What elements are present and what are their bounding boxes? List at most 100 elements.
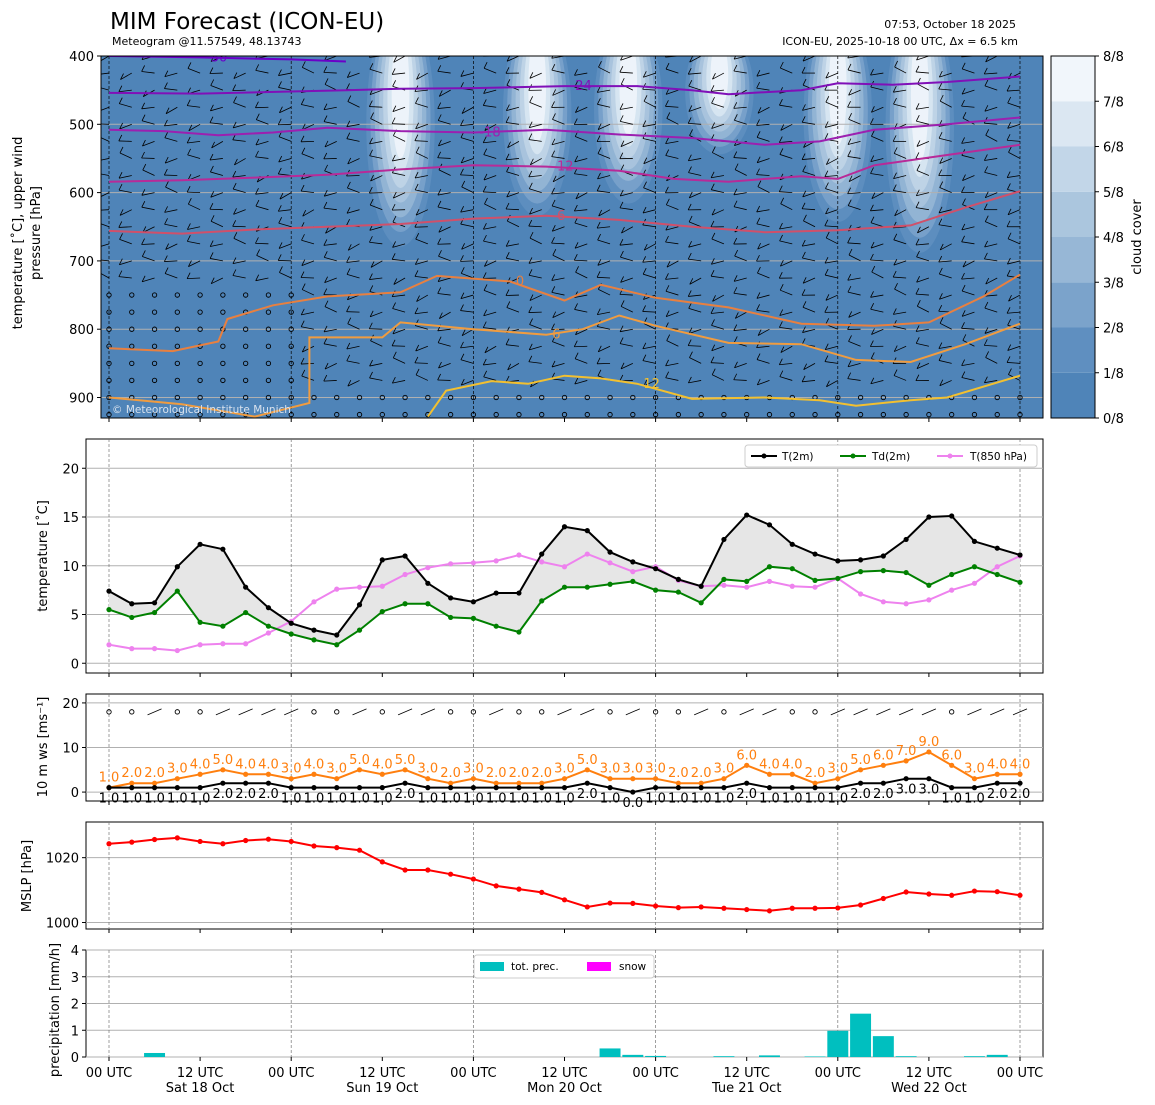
wind-barb	[756, 72, 770, 77]
wind-barb	[620, 192, 633, 197]
wind-barb	[984, 328, 998, 334]
wind-barb	[415, 260, 428, 265]
wind-barb	[393, 192, 406, 199]
wind-barb-flag	[710, 171, 715, 178]
t2m-point	[151, 600, 158, 606]
wind-barb-flag	[391, 68, 396, 75]
wind-barb-flag	[710, 220, 715, 228]
calm-wind-marker	[220, 343, 226, 349]
wind-barb-flag	[710, 85, 715, 92]
wind-barb	[346, 209, 360, 214]
wind-barb	[665, 155, 679, 159]
t2m-point	[356, 602, 363, 608]
t850-point	[197, 642, 203, 648]
wind-barb-flag	[164, 119, 168, 127]
wind-barb	[392, 308, 406, 313]
wind-barb-flag	[757, 329, 762, 336]
wind-barb	[278, 209, 292, 212]
calm-wind-marker	[106, 292, 112, 298]
wind-barb	[210, 258, 223, 262]
wind-barb-flag	[437, 114, 442, 121]
wind-barb-flag	[323, 288, 328, 295]
wind-barb-flag	[484, 260, 488, 267]
wind-barb-flag	[529, 158, 534, 165]
wind-barb-flag	[483, 370, 488, 378]
wind-barb-flag	[597, 49, 600, 55]
wind-barb	[165, 158, 178, 164]
wind-barb-flag	[938, 82, 943, 90]
wind-barb-flag	[277, 254, 282, 261]
wind-barb	[871, 328, 884, 335]
wind-barb	[984, 258, 998, 262]
mean-wind-point	[379, 785, 385, 791]
mslp-point	[425, 867, 431, 873]
wind-barb	[301, 104, 315, 108]
wind-barb	[141, 192, 155, 196]
wind-barb	[392, 328, 406, 335]
wind-barb	[552, 341, 565, 347]
wind-barb	[621, 226, 634, 234]
wind-barb-flag	[368, 100, 373, 107]
wind-barb	[871, 106, 884, 113]
t2m-point	[653, 566, 659, 572]
wind-barb-flag	[323, 239, 328, 246]
gust-value-label: 4.0	[372, 757, 393, 772]
wind-barb-flag	[939, 293, 943, 300]
wind-barb	[985, 277, 998, 285]
mslp-point	[766, 908, 773, 914]
wind-barb-flag	[505, 240, 510, 247]
td2m-point	[584, 584, 590, 590]
wind-barb	[871, 271, 884, 279]
wind-barb	[460, 72, 474, 77]
calm-wind-marker	[197, 411, 203, 418]
wind-barb	[803, 363, 816, 371]
wind-barb	[120, 72, 132, 80]
wind-barb	[711, 209, 725, 216]
wind-barb-flag	[848, 175, 853, 182]
wind-barb	[688, 221, 702, 228]
calm-wind-marker	[242, 377, 249, 384]
gust-value-label: 4.0	[258, 757, 279, 772]
wind-barb	[961, 241, 975, 245]
colorbar-swatch	[1051, 327, 1095, 373]
calm-wind-marker	[334, 394, 340, 401]
wind-barb-flag	[802, 78, 807, 86]
wind-barb-flag	[164, 70, 169, 77]
wind-barb	[370, 340, 383, 347]
wind-barb	[574, 309, 588, 313]
wind-barb-flag	[870, 241, 875, 249]
wind-barb	[710, 275, 724, 279]
wind-barb	[460, 209, 474, 213]
calm-wind-marker	[675, 411, 682, 418]
isotherm-line	[108, 273, 1021, 353]
wind-barb	[489, 708, 504, 716]
calm-wind-marker	[288, 360, 294, 367]
gust-value-label: 4.0	[782, 757, 803, 772]
wind-barb	[665, 68, 679, 74]
wind-barb-flag	[438, 90, 443, 97]
wind-barb-flag	[279, 106, 283, 113]
wind-barb	[779, 376, 793, 381]
wind-barb	[529, 294, 542, 301]
colorbar-tick-label: 5/8	[1103, 186, 1124, 201]
wind-barb-flag	[438, 226, 443, 233]
calm-wind-marker	[926, 411, 932, 418]
t2m-point	[129, 601, 135, 607]
calm-wind-marker	[311, 411, 317, 418]
mean-wind-value-label: 1.0	[941, 792, 962, 807]
wind-barb-flag	[256, 249, 261, 256]
wind-barb	[779, 191, 793, 194]
calm-wind-marker	[516, 394, 522, 401]
wind-barb-flag	[688, 215, 693, 223]
wind-barb-flag	[232, 121, 237, 129]
t850-point	[151, 646, 158, 652]
wind-barb-flag	[505, 252, 510, 259]
wind-barb-flag	[323, 152, 328, 160]
wind-barb-flag	[437, 65, 442, 72]
wind-barb	[1007, 238, 1021, 245]
wind-barb	[279, 272, 292, 279]
wind-barb	[324, 256, 337, 262]
wind-barb	[620, 56, 633, 61]
wind-barb	[232, 275, 246, 279]
